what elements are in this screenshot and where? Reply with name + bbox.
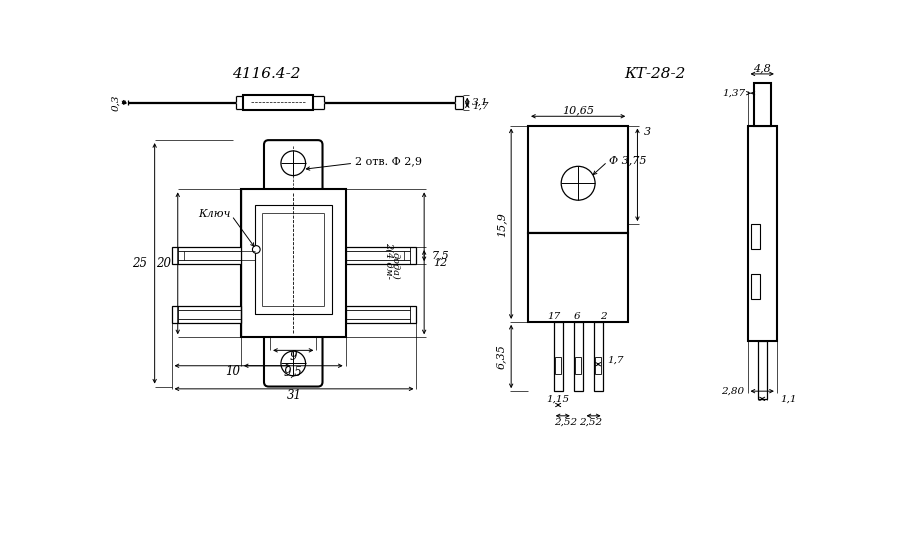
Text: 17: 17 <box>548 312 560 321</box>
Text: 2 отв. Φ 2,9: 2 отв. Φ 2,9 <box>355 157 422 167</box>
Bar <box>243 95 312 110</box>
Text: 3,1: 3,1 <box>472 98 488 107</box>
Text: дода): дода) <box>391 252 400 280</box>
Bar <box>748 126 777 341</box>
Bar <box>555 357 561 374</box>
Circle shape <box>281 351 305 376</box>
Text: 10,65: 10,65 <box>562 105 594 115</box>
Bar <box>752 274 760 299</box>
Text: 1,15: 1,15 <box>547 395 569 403</box>
Text: Φ 3,75: Φ 3,75 <box>609 155 647 165</box>
Text: 12: 12 <box>434 258 447 268</box>
Text: 25: 25 <box>132 257 147 270</box>
Circle shape <box>281 151 305 176</box>
Text: 2: 2 <box>599 312 607 321</box>
Text: 4,8: 4,8 <box>753 63 771 73</box>
Text: КТ-28-2: КТ-28-2 <box>624 67 686 81</box>
Bar <box>575 357 581 374</box>
Text: 1,7: 1,7 <box>608 356 624 365</box>
Bar <box>753 83 771 126</box>
Text: 6,35: 6,35 <box>496 344 507 369</box>
Text: 9: 9 <box>290 350 297 363</box>
Text: 1,37: 1,37 <box>722 89 745 98</box>
FancyBboxPatch shape <box>264 140 322 194</box>
Bar <box>255 205 332 314</box>
Circle shape <box>561 167 595 200</box>
Bar <box>752 224 760 248</box>
Text: 3: 3 <box>643 127 650 137</box>
Bar <box>758 341 767 399</box>
Text: 2,52: 2,52 <box>554 418 578 426</box>
Text: 4116.4-2: 4116.4-2 <box>232 67 301 81</box>
Text: 15,9: 15,9 <box>496 212 507 237</box>
Bar <box>528 126 629 233</box>
Text: 6: 6 <box>574 312 580 321</box>
FancyBboxPatch shape <box>264 333 322 386</box>
Bar <box>241 189 345 337</box>
Circle shape <box>252 246 261 253</box>
Bar <box>171 247 241 264</box>
Text: 9,5: 9,5 <box>284 365 302 378</box>
Text: 2,80: 2,80 <box>722 386 744 396</box>
Bar <box>574 322 583 391</box>
Text: 1,7: 1,7 <box>472 101 488 110</box>
Bar <box>528 233 629 322</box>
Bar <box>554 322 563 391</box>
Text: 2(4 дм-: 2(4 дм- <box>385 242 394 279</box>
Text: Ключ: Ключ <box>198 209 230 219</box>
Text: 20: 20 <box>156 257 171 270</box>
Text: 2,52: 2,52 <box>578 418 602 426</box>
Text: 10: 10 <box>225 365 240 378</box>
Text: 31: 31 <box>287 389 302 402</box>
Bar <box>345 306 416 323</box>
Bar <box>595 357 601 374</box>
Bar <box>594 322 603 391</box>
Bar <box>345 247 416 264</box>
Text: 7,5: 7,5 <box>432 251 450 261</box>
Text: 1,1: 1,1 <box>780 395 796 403</box>
Text: 0,3: 0,3 <box>111 94 120 110</box>
Bar <box>171 306 241 323</box>
